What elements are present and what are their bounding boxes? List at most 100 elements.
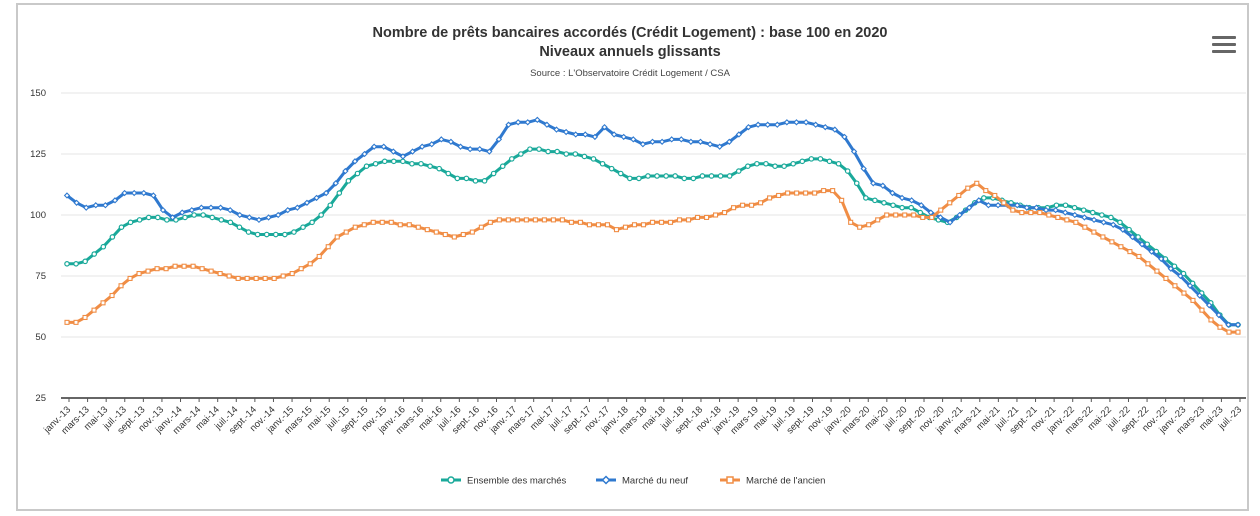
data-point [1167,265,1174,272]
data-point [645,173,651,179]
data-point [1080,207,1087,213]
data-point [524,119,531,126]
data-point [839,197,845,203]
data-point [1181,290,1187,296]
data-point [726,173,733,179]
data-point [767,195,773,201]
data-point [217,204,224,211]
data-point [136,271,142,277]
data-point [889,189,896,197]
data-point [127,219,134,226]
data-point [799,158,806,165]
data-point [543,121,551,128]
data-point [681,175,688,182]
data-point [272,231,279,238]
data-point [263,231,270,238]
data-point [451,234,457,240]
data-point [1108,214,1114,221]
data-point [490,170,497,177]
data-point [428,141,435,148]
data-point [631,222,638,228]
data-point [586,222,592,228]
data-point [145,214,152,221]
data-point [663,173,669,179]
data-point [726,138,733,145]
data-point [853,180,860,187]
data-point [830,188,836,194]
data-point [591,133,599,141]
data-point [472,178,479,184]
data-point [342,167,349,175]
data-point [822,123,829,131]
data-point [1055,214,1061,220]
data-point [109,234,116,240]
data-point [100,243,107,250]
data-point [505,121,512,128]
data-point [1062,209,1069,216]
data-point [1037,210,1043,216]
data-point [400,158,406,165]
data-point [745,163,751,170]
data-point [255,216,263,224]
data-point [379,219,385,225]
data-point [169,214,176,221]
data-point [844,168,851,174]
data-point [918,202,925,209]
data-point [345,178,352,184]
data-point [763,160,769,167]
data-point [938,207,944,213]
data-point [1010,207,1016,213]
data-point [245,229,252,235]
data-point [159,206,167,214]
data-point [781,163,787,170]
data-point [309,219,315,226]
chart-subtitle: Niveaux annuels glissants [539,44,721,60]
legend-marker [447,476,455,484]
data-point [102,202,109,209]
data-point [427,163,433,170]
data-point [131,189,138,197]
data-point [532,217,538,223]
data-point [172,263,178,269]
data-point [1073,219,1079,225]
data-point [154,266,160,272]
data-point [553,126,560,133]
data-point [518,151,524,157]
data-point [1082,224,1088,230]
data-point [190,263,196,269]
data-point [505,217,511,223]
data-point [908,197,915,204]
data-point [173,217,179,223]
data-point [808,156,815,162]
data-point [363,163,370,170]
data-point [63,192,71,199]
hamburger-menu-icon[interactable] [1212,36,1236,56]
data-point [466,145,474,153]
data-point [881,200,887,206]
data-point [388,219,394,225]
data-point [1019,210,1025,216]
data-point [899,204,905,211]
y-tick-label: 50 [35,332,46,343]
series-line-0 [67,147,1238,327]
data-point [325,244,331,250]
data-point [1100,219,1107,226]
data-point [872,197,878,204]
data-point [1052,206,1059,214]
y-tick-label: 25 [35,393,46,404]
data-point [604,222,611,228]
data-point [754,121,762,128]
data-point [550,217,556,223]
data-point [545,148,551,155]
data-point [654,173,660,179]
data-point [812,121,819,128]
data-point [253,275,259,281]
data-point [1206,302,1213,309]
data-point [577,219,583,225]
data-point [1110,221,1117,228]
y-tick-label: 100 [30,210,46,221]
data-point [262,275,268,281]
data-point [627,175,633,182]
data-point [199,266,205,272]
data-point [322,189,330,197]
